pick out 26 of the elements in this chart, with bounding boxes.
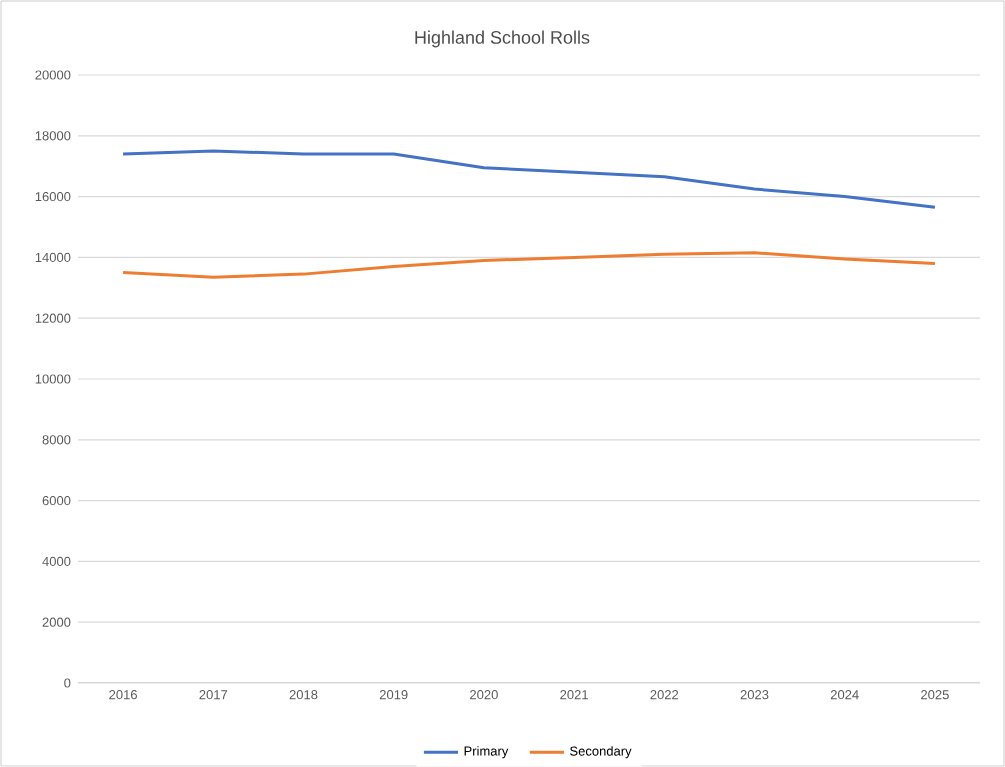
legend-label: Primary bbox=[464, 746, 509, 759]
x-tick-label: 2019 bbox=[379, 690, 408, 700]
y-tick-label: 14000 bbox=[35, 252, 71, 262]
x-tick-label: 2018 bbox=[289, 690, 318, 700]
y-tick-label: 2000 bbox=[42, 617, 71, 627]
y-tick-label: 10000 bbox=[35, 374, 71, 384]
y-tick-label: 4000 bbox=[42, 556, 71, 566]
chart-title: Highland School Rolls bbox=[415, 30, 590, 48]
y-tick-label: 0 bbox=[64, 678, 71, 688]
x-tick-label: 2016 bbox=[109, 690, 137, 700]
x-tick-label: 2024 bbox=[830, 690, 859, 700]
y-tick-label: 12000 bbox=[35, 313, 71, 323]
legend-label: Secondary bbox=[570, 746, 632, 759]
y-tick-label: 18000 bbox=[35, 131, 71, 141]
x-tick-label: 2022 bbox=[650, 690, 679, 700]
x-tick-label: 2025 bbox=[921, 690, 949, 700]
y-tick-label: 16000 bbox=[35, 192, 71, 202]
y-tick-label: 6000 bbox=[42, 496, 71, 506]
x-tick-label: 2023 bbox=[740, 690, 769, 700]
y-tick-label: 8000 bbox=[42, 435, 71, 445]
x-tick-label: 2020 bbox=[470, 690, 498, 700]
line-series bbox=[121, 251, 937, 279]
y-tick-label: 20000 bbox=[35, 70, 71, 80]
x-tick-label: 2021 bbox=[560, 690, 588, 700]
x-tick-label: 2017 bbox=[199, 690, 228, 700]
line-series bbox=[121, 149, 937, 209]
